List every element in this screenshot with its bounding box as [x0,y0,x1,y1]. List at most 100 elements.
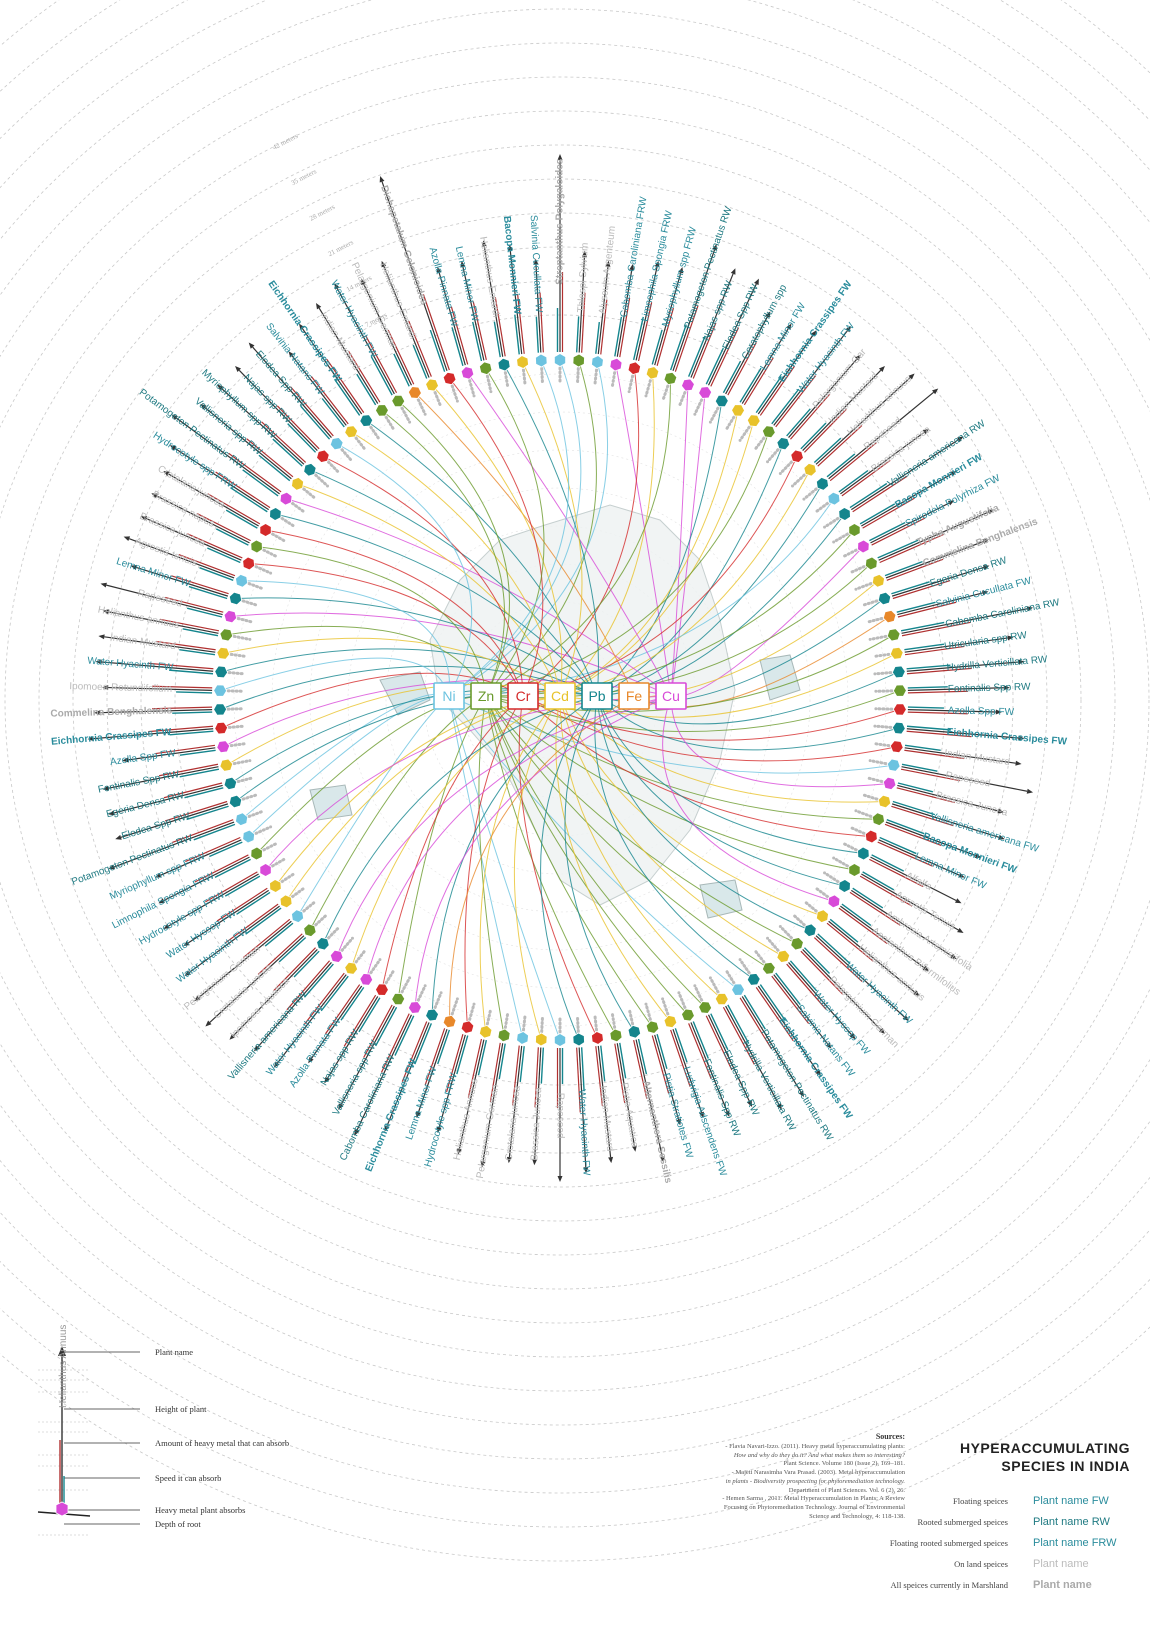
amount-bar [907,711,968,715]
speed-bar [651,329,663,365]
speed-bar [722,360,742,394]
connection-line [322,455,524,697]
height-bar [174,447,269,511]
height-arrow-icon [1007,635,1014,641]
height-arrow-icon [102,609,110,615]
height-arrow-icon [798,1090,805,1097]
root-depth [324,457,342,475]
key-row: All speices currently in Marshland Plant … [870,1574,1140,1595]
height-bar [106,584,223,616]
height-bar [616,1043,635,1146]
height-arrow-icon [913,990,920,997]
metal-legend-boxes: Ni Zn Cr Cd Pb Fe Cu [433,682,687,710]
metal-node-ni [235,812,249,827]
root-depth [593,1012,599,1036]
height-arrow-icon [481,240,487,247]
plant-label: Hydrocotyle spp FRW [137,889,227,947]
speed-bar [614,316,623,357]
connection-line [596,443,784,697]
amount-bar [261,421,307,463]
speed-bar [637,1038,648,1075]
metal-node-cd [219,758,234,772]
connection-line [559,420,755,697]
root-depth [299,484,318,501]
speed-bar [687,335,706,377]
height-bar [616,269,633,357]
root-depth [854,809,877,820]
metal-node-pb [228,591,243,606]
amount-bar [243,918,291,958]
height-arrow-icon [902,1015,909,1022]
speed-bar [214,858,251,879]
height-bar [160,839,242,876]
height-bar [535,264,542,353]
speed-bar [429,329,446,372]
amount-bar [185,836,241,863]
metal-node-cr [591,1031,604,1045]
legend-dashes [38,1369,90,1536]
height-bar [851,439,959,511]
height-arrow-icon [908,373,915,380]
speed-bar [789,960,818,992]
legend-speed: Speed it can absorb [155,1473,222,1483]
height-bar [301,328,363,415]
height-bar [204,407,292,480]
metal-node-pb [269,507,282,521]
height-bar [113,784,223,814]
metal-node-zn [391,394,406,408]
metal-node-cd [731,404,745,417]
plant-label: Salvinia Cucullata FW [528,215,544,314]
metal-node-cu [882,776,897,791]
amount-bar [187,533,243,559]
root-depth [382,412,397,433]
height-arrow-icon [754,278,759,286]
amount-bar [906,667,972,675]
connection-line [594,695,755,980]
height-arrow-icon [532,1159,538,1166]
root-depth [223,724,247,730]
amount-bar [789,393,831,440]
amount-bar [387,329,415,385]
legend-height: Height of plant [155,1404,207,1414]
india-lake-4 [699,879,743,919]
amount-bar [472,301,487,361]
root-depth [868,759,892,766]
connection-line [596,695,811,931]
metal-node-zn [303,923,317,938]
metal-label-zn: Zn [478,688,494,704]
speed-bar [600,1045,606,1082]
legend-example-plant: Helianthus Annuus [58,1325,69,1408]
height-bar [578,1047,587,1168]
height-bar [891,803,1000,838]
amount-bar [884,823,942,846]
height-arrow-icon [997,808,1004,814]
height-ring [106,246,1014,1154]
root-depth [222,707,246,711]
metal-box-pb [581,682,613,710]
speed-bar [356,373,377,406]
amount-bar [892,580,951,600]
connection-line [522,695,872,838]
amount-bar [800,950,844,995]
connection-line [522,695,901,741]
metal-node-zn [848,523,861,537]
connection-line [256,695,487,854]
plant-label: Potamogeton Pectinatus RW [682,205,734,330]
height-bar [907,708,996,713]
height-bar [870,502,950,544]
amount-bar [852,475,908,513]
amount-bar [786,963,827,1010]
speed-bar [755,376,782,413]
metal-box-cd [544,682,576,710]
metal-node-cr [864,829,878,844]
height-arrow-icon [1015,760,1022,766]
amount-bar [743,357,774,406]
metal-nodes [213,353,907,1047]
connection-line [559,695,723,1000]
height-arrow-icon [163,471,170,477]
connection-line [431,695,598,1016]
root-depth [352,947,368,967]
legend-amount: Amount of heavy metal that can absorb [155,1438,290,1448]
amount-bar [849,891,901,926]
metal-node-zn [871,812,885,827]
